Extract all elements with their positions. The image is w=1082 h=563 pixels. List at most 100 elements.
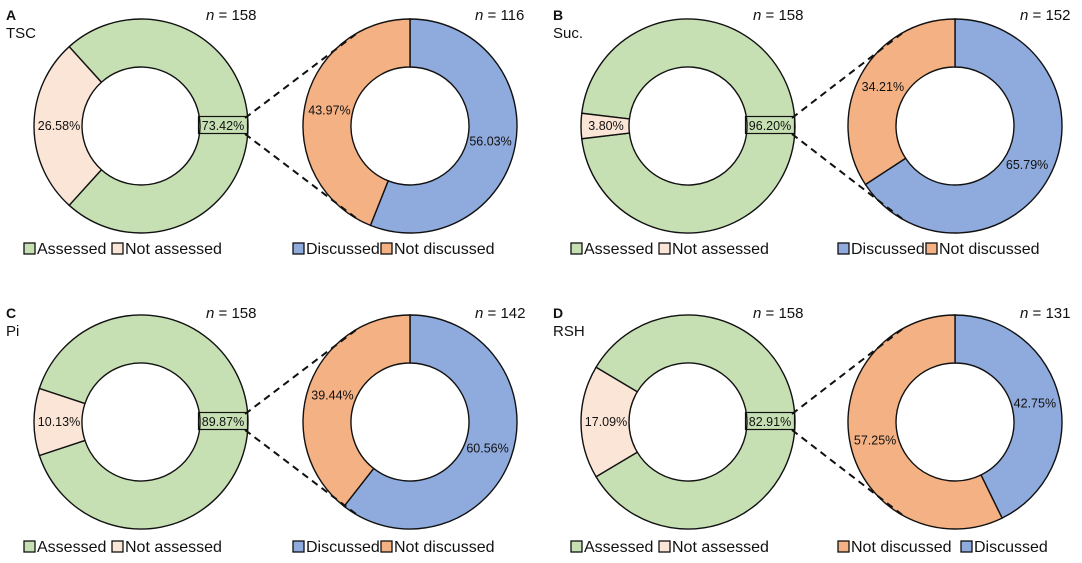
legend-entry: Not assessed [672,241,769,258]
slice-assessed [68,18,249,234]
legend-entry: Discussed [851,241,925,258]
n-value-text: = 131 [1033,305,1071,322]
legend-swatch [658,540,671,553]
slice-not-discussed [302,18,411,227]
slice-discussed [343,314,518,530]
n-symbol: n [753,305,761,322]
sample-size-label: n = 158 [206,7,256,24]
data-label: 60.56% [466,442,508,456]
connector-lines [244,30,361,222]
sample-size-label: n = 116 [475,7,524,24]
data-label: 89.87% [202,415,244,429]
legend-swatch [570,540,583,553]
sample-size-label: n = 142 [475,305,525,322]
n-symbol: n [475,305,483,322]
data-label: 57.25% [854,434,896,448]
slice-assessed [580,18,796,234]
sample-size-label: n = 158 [206,305,256,322]
n-value-text: = 158 [766,7,804,24]
n-value-text: = 142 [488,305,526,322]
panel-letter: B [553,7,563,23]
data-label: 34.21% [862,80,904,94]
n-symbol: n [1020,7,1028,24]
legend-entry: Not discussed [394,241,495,258]
donut-chart-4: 65.79% 34.21% n = 152 Discussed Not discusse… [837,7,1070,258]
legend-entry: Not assessed [125,539,222,556]
data-label: 56.03% [469,134,511,148]
slice-not-assessed [33,45,103,207]
n-value-text: = 158 [219,7,257,24]
data-label: 42.75% [1014,396,1056,410]
legend-entry: Not assessed [125,241,222,258]
n-value-text: = 158 [766,305,804,322]
donut-chart-5: 89.87% 10.13% n = 158 Assessed Not assessed C… [6,305,256,556]
data-label: 10.13% [38,415,80,429]
slice-not-discussed [847,18,956,186]
legend-swatch [292,540,305,553]
panel-subtitle: Pi [6,323,19,340]
n-value-text: = 152 [1033,7,1071,24]
n-value-text: = 158 [219,305,257,322]
connector-line-top [244,30,361,119]
data-label: 17.09% [585,415,627,429]
legend-entry: Discussed [974,539,1048,556]
legend-entry: Discussed [306,539,380,556]
legend-swatch [925,242,938,255]
legend-entry: Assessed [584,539,653,556]
donut-chart-1: 73.42% 26.58% n = 158 Assessed Not assessed A… [6,7,256,258]
slice-not-assessed [580,112,631,140]
donut-chart-7: 82.91% 17.09% n = 158 Assessed Not assessed D… [553,305,803,556]
legend-entry: Assessed [584,241,653,258]
panel-letter: A [6,7,16,23]
connector-line-bottom [244,133,361,222]
connector-line-bottom [244,429,361,518]
connector-line-top [244,326,361,415]
legend-swatch [111,242,124,255]
legend-entry: Assessed [37,539,106,556]
slice-discussed [954,314,1063,520]
slice-not-discussed [847,314,1004,530]
highlight-box [744,411,796,431]
legend-entry: Discussed [306,241,380,258]
n-symbol: n [753,7,761,24]
legend-swatch [292,242,305,255]
legend-swatch [380,242,393,255]
legend-entry: Not discussed [851,539,952,556]
sample-size-label: n = 158 [753,7,803,24]
n-symbol: n [475,7,483,24]
slice-assessed [38,314,249,530]
donut-chart-6: 60.56% 39.44% n = 142 Discussed Not discusse… [292,305,525,556]
panel-subtitle: TSC [6,25,36,42]
sample-size-label: n = 152 [1020,7,1070,24]
donut-chart-3: 96.20% 3.80% n = 158 Assessed Not assessed BS… [553,7,803,258]
n-symbol: n [206,305,214,322]
slice-discussed [864,18,1063,234]
data-label: 3.80% [588,119,623,133]
panel-subtitle: RSH [553,323,585,340]
legend-entry: Not discussed [939,241,1040,258]
highlight-box [197,411,249,431]
sample-size-label: n = 131 [1020,305,1070,322]
data-label: 43.97% [308,104,350,118]
highlight-box [744,115,796,135]
legend-swatch [837,242,850,255]
legend-swatch [111,540,124,553]
legend-entry: Assessed [37,241,106,258]
n-value-text: = 116 [488,7,525,24]
data-label: 26.58% [38,119,80,133]
donut-chart-2: 56.03% 43.97% n = 116 Discussed Not discusse… [292,7,524,258]
panel-subtitle: Suc. [553,25,583,42]
data-label: 73.42% [202,119,244,133]
slice-assessed [595,314,796,530]
legend-swatch [960,540,973,553]
legend-swatch [380,540,393,553]
slice-discussed [369,18,518,234]
data-label: 39.44% [311,388,353,402]
slice-not-assessed [580,366,639,478]
panel-letter: C [6,305,16,321]
sample-size-label: n = 158 [753,305,803,322]
legend-swatch [570,242,583,255]
slice-not-assessed [33,387,86,457]
slice-not-discussed [302,314,411,508]
